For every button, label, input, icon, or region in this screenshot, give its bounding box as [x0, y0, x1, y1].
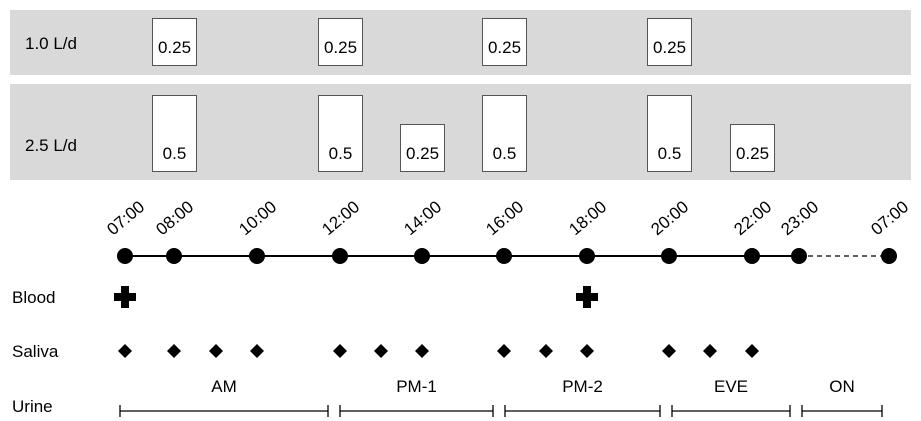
dose-amount: 0.5: [657, 144, 682, 163]
dose-box: 0.5: [152, 95, 197, 172]
saliva-sample-marker: [333, 344, 347, 358]
time-point: [332, 248, 348, 264]
time-point: [496, 248, 512, 264]
saliva-sample-marker: [374, 344, 388, 358]
time-label: 23:00: [777, 197, 822, 239]
dose-box: 0.25: [318, 18, 363, 66]
dose-box: 0.5: [318, 95, 363, 172]
saliva-sample-marker: [118, 344, 132, 358]
time-label: 14:00: [400, 197, 445, 239]
time-label: 18:00: [565, 197, 610, 239]
urine-row-label: Urine: [12, 397, 53, 416]
dose-amount: 0.5: [162, 144, 187, 163]
dose-box: 0.25: [647, 18, 692, 66]
time-label: 12:00: [318, 197, 363, 239]
urine-period-label: AM: [211, 377, 237, 396]
dose-box: 0.5: [482, 95, 527, 172]
saliva-sample-marker: [497, 344, 511, 358]
time-point: [661, 248, 677, 264]
dose-amount: 0.5: [328, 144, 353, 163]
dose-amount: 0.25: [405, 144, 440, 163]
time-label: 20:00: [647, 197, 692, 239]
dose-box: 0.25: [152, 18, 197, 66]
time-label: 10:00: [235, 197, 280, 239]
urine-period-label: PM-1: [396, 377, 437, 396]
saliva-sample-marker: [703, 344, 717, 358]
blood-sample-marker-v: [121, 286, 129, 308]
dose-box: 0.25: [400, 124, 445, 172]
dose-box: 0.25: [730, 124, 775, 172]
saliva-sample-marker: [209, 344, 223, 358]
saliva-sample-marker: [539, 344, 553, 358]
urine-period-label: ON: [829, 377, 855, 396]
urine-period-label: EVE: [713, 377, 749, 396]
saliva-sample-marker: [167, 344, 181, 358]
time-label: 07:00: [867, 197, 912, 239]
dose-box: 0.25: [482, 18, 527, 66]
blood-sample-marker-v: [583, 286, 591, 308]
saliva-sample-marker: [745, 344, 759, 358]
saliva-sample-marker: [580, 344, 594, 358]
urine-period-label: PM-2: [562, 377, 603, 396]
dose-amount: 0.25: [157, 38, 192, 57]
dose-amount: 0.25: [323, 38, 358, 57]
time-point: [744, 248, 760, 264]
volume-label-2: 2.5 L/d: [25, 136, 77, 155]
dose-box: 0.5: [647, 95, 692, 172]
dose-amount: 0.5: [492, 144, 517, 163]
time-point: [579, 248, 595, 264]
time-point: [791, 248, 807, 264]
time-point: [166, 248, 182, 264]
time-point: [249, 248, 265, 264]
time-label: 16:00: [482, 197, 527, 239]
dose-amount: 0.25: [487, 38, 522, 57]
saliva-row-label: Saliva: [12, 342, 59, 361]
time-label: 08:00: [152, 197, 197, 239]
time-label: 22:00: [730, 197, 775, 239]
volume-label-1: 1.0 L/d: [25, 34, 77, 53]
time-point: [414, 248, 430, 264]
time-point: [881, 248, 897, 264]
dose-amount: 0.25: [652, 38, 687, 57]
saliva-sample-marker: [415, 344, 429, 358]
dose-amount: 0.25: [735, 144, 770, 163]
blood-row-label: Blood: [12, 288, 56, 307]
time-label: 07:00: [103, 197, 148, 239]
saliva-sample-marker: [250, 344, 264, 358]
saliva-sample-marker: [662, 344, 676, 358]
time-point: [117, 248, 133, 264]
